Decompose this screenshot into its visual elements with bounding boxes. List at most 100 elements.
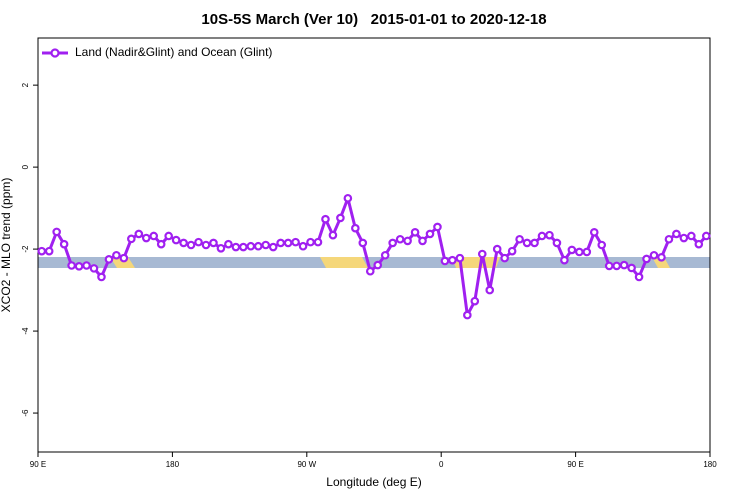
data-point — [149, 231, 159, 241]
data-point — [522, 238, 532, 248]
data-point — [179, 238, 188, 248]
data-point — [164, 231, 173, 241]
data-point — [687, 231, 696, 241]
y-tick-label: 0 — [21, 164, 30, 169]
data-point — [418, 236, 427, 246]
data-point — [567, 245, 577, 255]
data-point — [448, 255, 457, 265]
data-point — [433, 222, 442, 232]
data-point — [701, 231, 711, 241]
y-tick-label: -6 — [21, 409, 30, 417]
data-point — [216, 243, 226, 253]
data-point — [403, 236, 412, 246]
data-point — [694, 239, 704, 249]
data-point — [358, 238, 368, 248]
data-point — [253, 241, 263, 251]
data-point — [291, 237, 300, 247]
data-point — [657, 252, 666, 262]
data-point — [589, 227, 599, 237]
data-point — [552, 238, 562, 248]
surface-band — [38, 257, 710, 268]
y-tick-label: -4 — [21, 327, 30, 335]
data-point — [373, 260, 383, 270]
y-tick-label: -2 — [21, 245, 30, 253]
data-point — [156, 239, 166, 249]
data-point — [134, 229, 144, 239]
data-point — [477, 249, 487, 259]
data-point — [410, 227, 420, 237]
data-point — [679, 233, 689, 243]
data-point — [500, 253, 509, 263]
data-point — [44, 246, 54, 256]
data-point — [59, 239, 69, 249]
data-point — [74, 262, 84, 271]
plot-frame — [37, 37, 711, 453]
data-point — [582, 247, 592, 257]
data-point — [612, 261, 621, 271]
data-point — [141, 233, 151, 243]
data-point — [485, 285, 495, 295]
data-point — [82, 261, 91, 270]
data-point — [328, 230, 338, 240]
data-point — [209, 238, 218, 248]
data-point — [97, 272, 106, 282]
data-point — [560, 255, 569, 265]
data-point — [127, 234, 136, 244]
data-point — [268, 242, 278, 252]
data-point — [306, 237, 315, 247]
data-point — [351, 223, 360, 233]
data-point — [104, 255, 114, 264]
data-point — [597, 240, 607, 250]
data-point — [672, 229, 681, 239]
data-point — [246, 241, 256, 251]
data-point — [634, 272, 644, 282]
data-point — [112, 250, 121, 260]
data-point — [619, 260, 629, 270]
data-point — [52, 227, 61, 237]
legend-label: Land (Nadir&Glint) and Ocean (Glint) — [75, 45, 272, 59]
data-point — [186, 240, 196, 250]
data-point — [649, 250, 659, 260]
data-point — [261, 240, 271, 250]
data-point — [239, 242, 248, 252]
data-point — [463, 310, 472, 320]
x-tick-label: 180 — [703, 460, 717, 469]
chart-title: 10S-5S March (Ver 10) 2015-01-01 to 2020… — [201, 11, 546, 28]
data-point — [537, 231, 547, 241]
data-point — [298, 241, 308, 251]
data-point — [231, 242, 241, 252]
data-point — [642, 254, 651, 264]
data-point — [194, 237, 203, 247]
data-point — [201, 240, 211, 250]
data-point — [440, 256, 450, 266]
data-point — [425, 229, 435, 239]
data-point — [119, 253, 129, 263]
data-point — [515, 234, 524, 244]
data-point — [171, 235, 181, 245]
data-point — [37, 246, 47, 256]
data-point — [575, 247, 584, 257]
data-point — [395, 234, 405, 244]
data-point — [388, 238, 397, 248]
data-point — [604, 261, 614, 271]
data-point — [380, 250, 390, 260]
y-tick-label: 2 — [21, 82, 30, 87]
legend-marker — [50, 48, 60, 58]
data-point — [321, 214, 330, 224]
y-axis-label: XCO2 - MLO trend (ppm) — [0, 178, 13, 313]
data-point — [283, 238, 293, 248]
data-point — [545, 230, 554, 240]
data-point — [455, 253, 465, 263]
x-tick-label: 90 E — [567, 460, 583, 469]
data-point — [627, 263, 636, 273]
data-point — [507, 246, 517, 256]
data-point — [470, 296, 480, 306]
data-point — [336, 213, 345, 223]
x-tick-label: 0 — [439, 460, 444, 469]
data-point — [530, 238, 539, 248]
data-point — [224, 239, 233, 249]
data-point — [67, 261, 76, 270]
data-point — [89, 264, 99, 273]
x-tick-label: 90 E — [30, 460, 46, 469]
